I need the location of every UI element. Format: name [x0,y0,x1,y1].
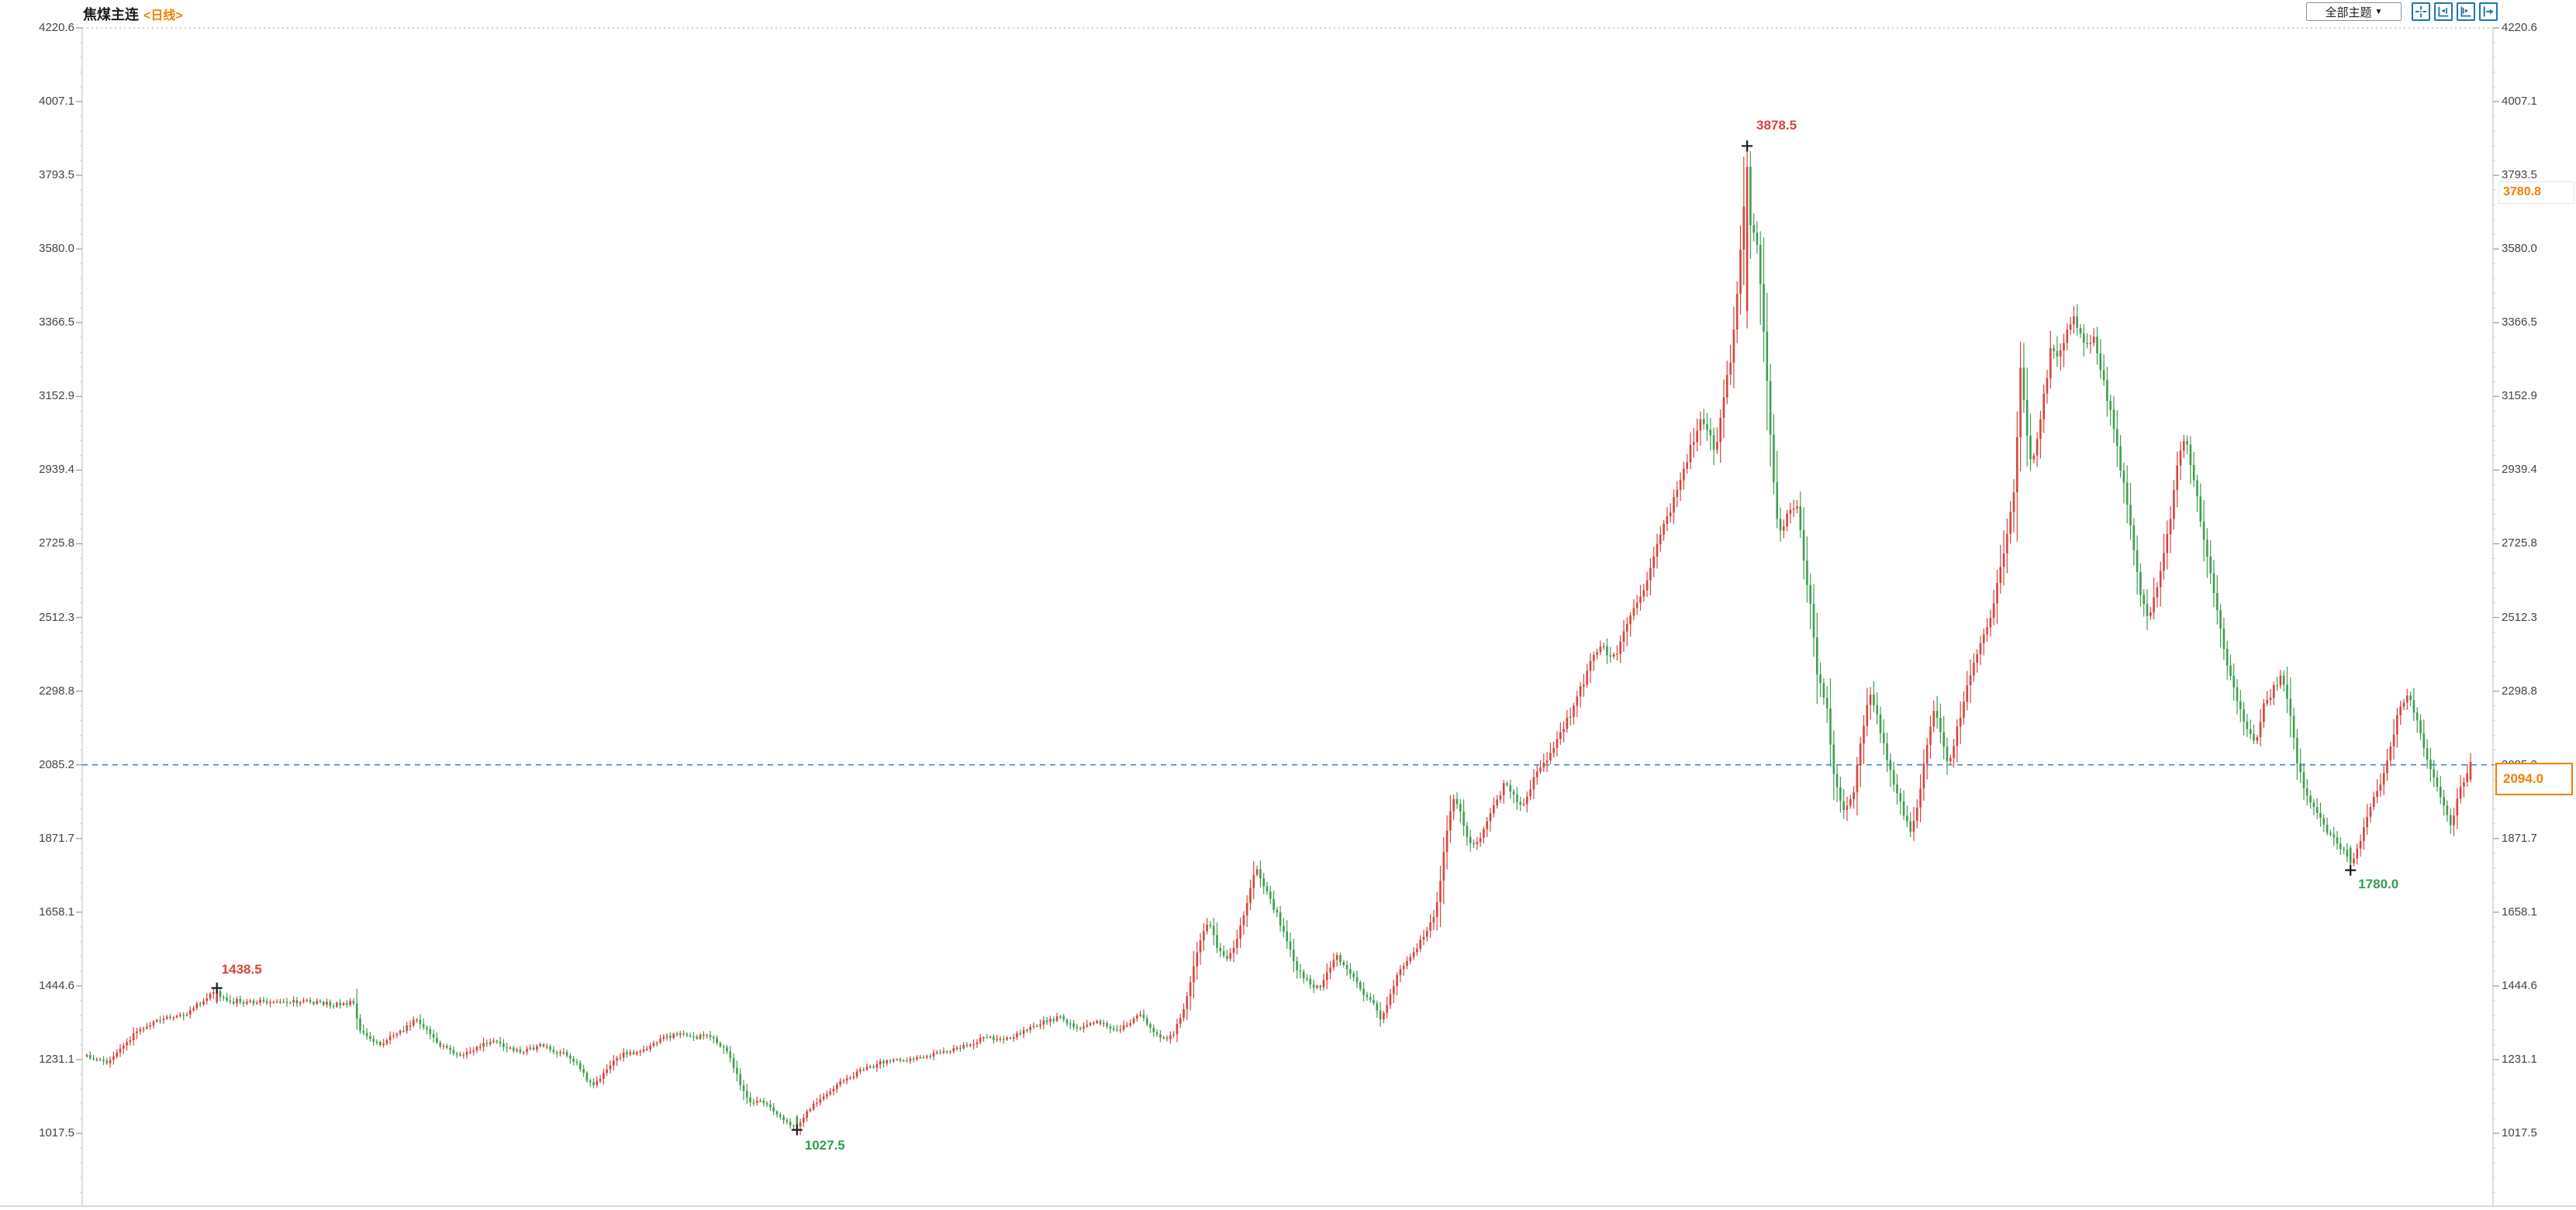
y-axis-label-right: 3366.5 [2502,315,2537,329]
shift-chart-right-button[interactable] [2479,2,2498,21]
y-axis-label-left: 4007.1 [39,95,74,109]
y-axis-label-left: 3152.9 [39,389,74,403]
y-axis-label-right: 3152.9 [2502,389,2537,403]
swing-high-annotation: 1438.5 [221,961,262,977]
y-axis-label-left: 3793.5 [39,168,74,182]
current-price-value: 2094.0 [2503,770,2543,786]
y-axis-label-left: 2939.4 [39,463,74,477]
instrument-name: 焦煤主连 [83,7,139,22]
swing-low-annotation-2: 1780.0 [2358,876,2399,891]
y-axis-label-left: 1444.6 [39,978,74,992]
y-axis-label-left: 3366.5 [39,315,74,329]
compress-axis-left-icon [2436,5,2450,19]
y-axis-label-left: 1231.1 [39,1052,74,1066]
y-axis-label-left: 1658.1 [39,905,74,919]
y-axis-label-right: 2939.4 [2502,463,2537,477]
compress-axis-left-button[interactable] [2434,2,2453,21]
pan-crosshair-icon [2414,5,2428,19]
chevron-down-icon: ▼ [2374,7,2383,16]
current-price-box: 2094.0 [2495,762,2573,795]
candlestick-series [85,146,2472,1136]
y-axis-label-right: 4220.6 [2502,21,2537,34]
y-axis-label-right: 1444.6 [2502,978,2537,992]
y-axis-label-right: 2725.8 [2502,536,2537,550]
y-axis-label-left: 1871.7 [39,831,74,845]
y-axis-label-left: 3580.0 [39,242,74,256]
y-axis-label-right: 4007.1 [2502,95,2537,109]
theme-dropdown[interactable]: 全部主题 ▼ [2306,2,2402,21]
swing-low-annotation: 1027.5 [804,1137,845,1153]
y-axis-label-right: 3580.0 [2502,242,2537,256]
secondary-price-value: 3780.8 [2503,185,2541,199]
chart-title: 焦煤主连 <日线> [83,4,183,24]
all-time-high-annotation: 3878.5 [1756,118,1797,133]
compress-axis-right-button[interactable] [2457,2,2475,21]
y-axis-label-right: 1017.5 [2502,1126,2537,1140]
y-axis-label-right: 2512.3 [2502,610,2537,624]
axis-frame [0,27,2576,1207]
y-axis-label-left: 1017.5 [39,1126,74,1140]
y-axis-label-left: 2725.8 [39,536,74,550]
period-tag: <日线> [143,9,183,22]
y-axis-label-left: 4220.6 [39,21,74,34]
secondary-price-label: 3780.8 [2498,181,2574,204]
y-axis-label-left: 2085.2 [39,757,74,771]
y-axis-label-right: 1658.1 [2502,905,2537,919]
compress-axis-right-icon [2459,5,2473,19]
extreme-marker-crosses [211,140,2357,1136]
chart-plot-area[interactable] [82,28,2493,1205]
y-axis-label-left: 2298.8 [39,684,74,698]
y-axis-label-right: 3793.5 [2502,168,2537,182]
y-axis-label-right: 1231.1 [2502,1052,2537,1066]
shift-chart-right-icon [2481,5,2495,19]
y-axis-label-right: 1871.7 [2502,831,2537,845]
y-axis-ticks [76,27,2499,1193]
pan-crosshair-button[interactable] [2412,2,2430,21]
theme-dropdown-label: 全部主题 [2325,5,2372,19]
y-axis-label-left: 2512.3 [39,610,74,624]
y-axis-label-right: 2298.8 [2502,684,2537,698]
